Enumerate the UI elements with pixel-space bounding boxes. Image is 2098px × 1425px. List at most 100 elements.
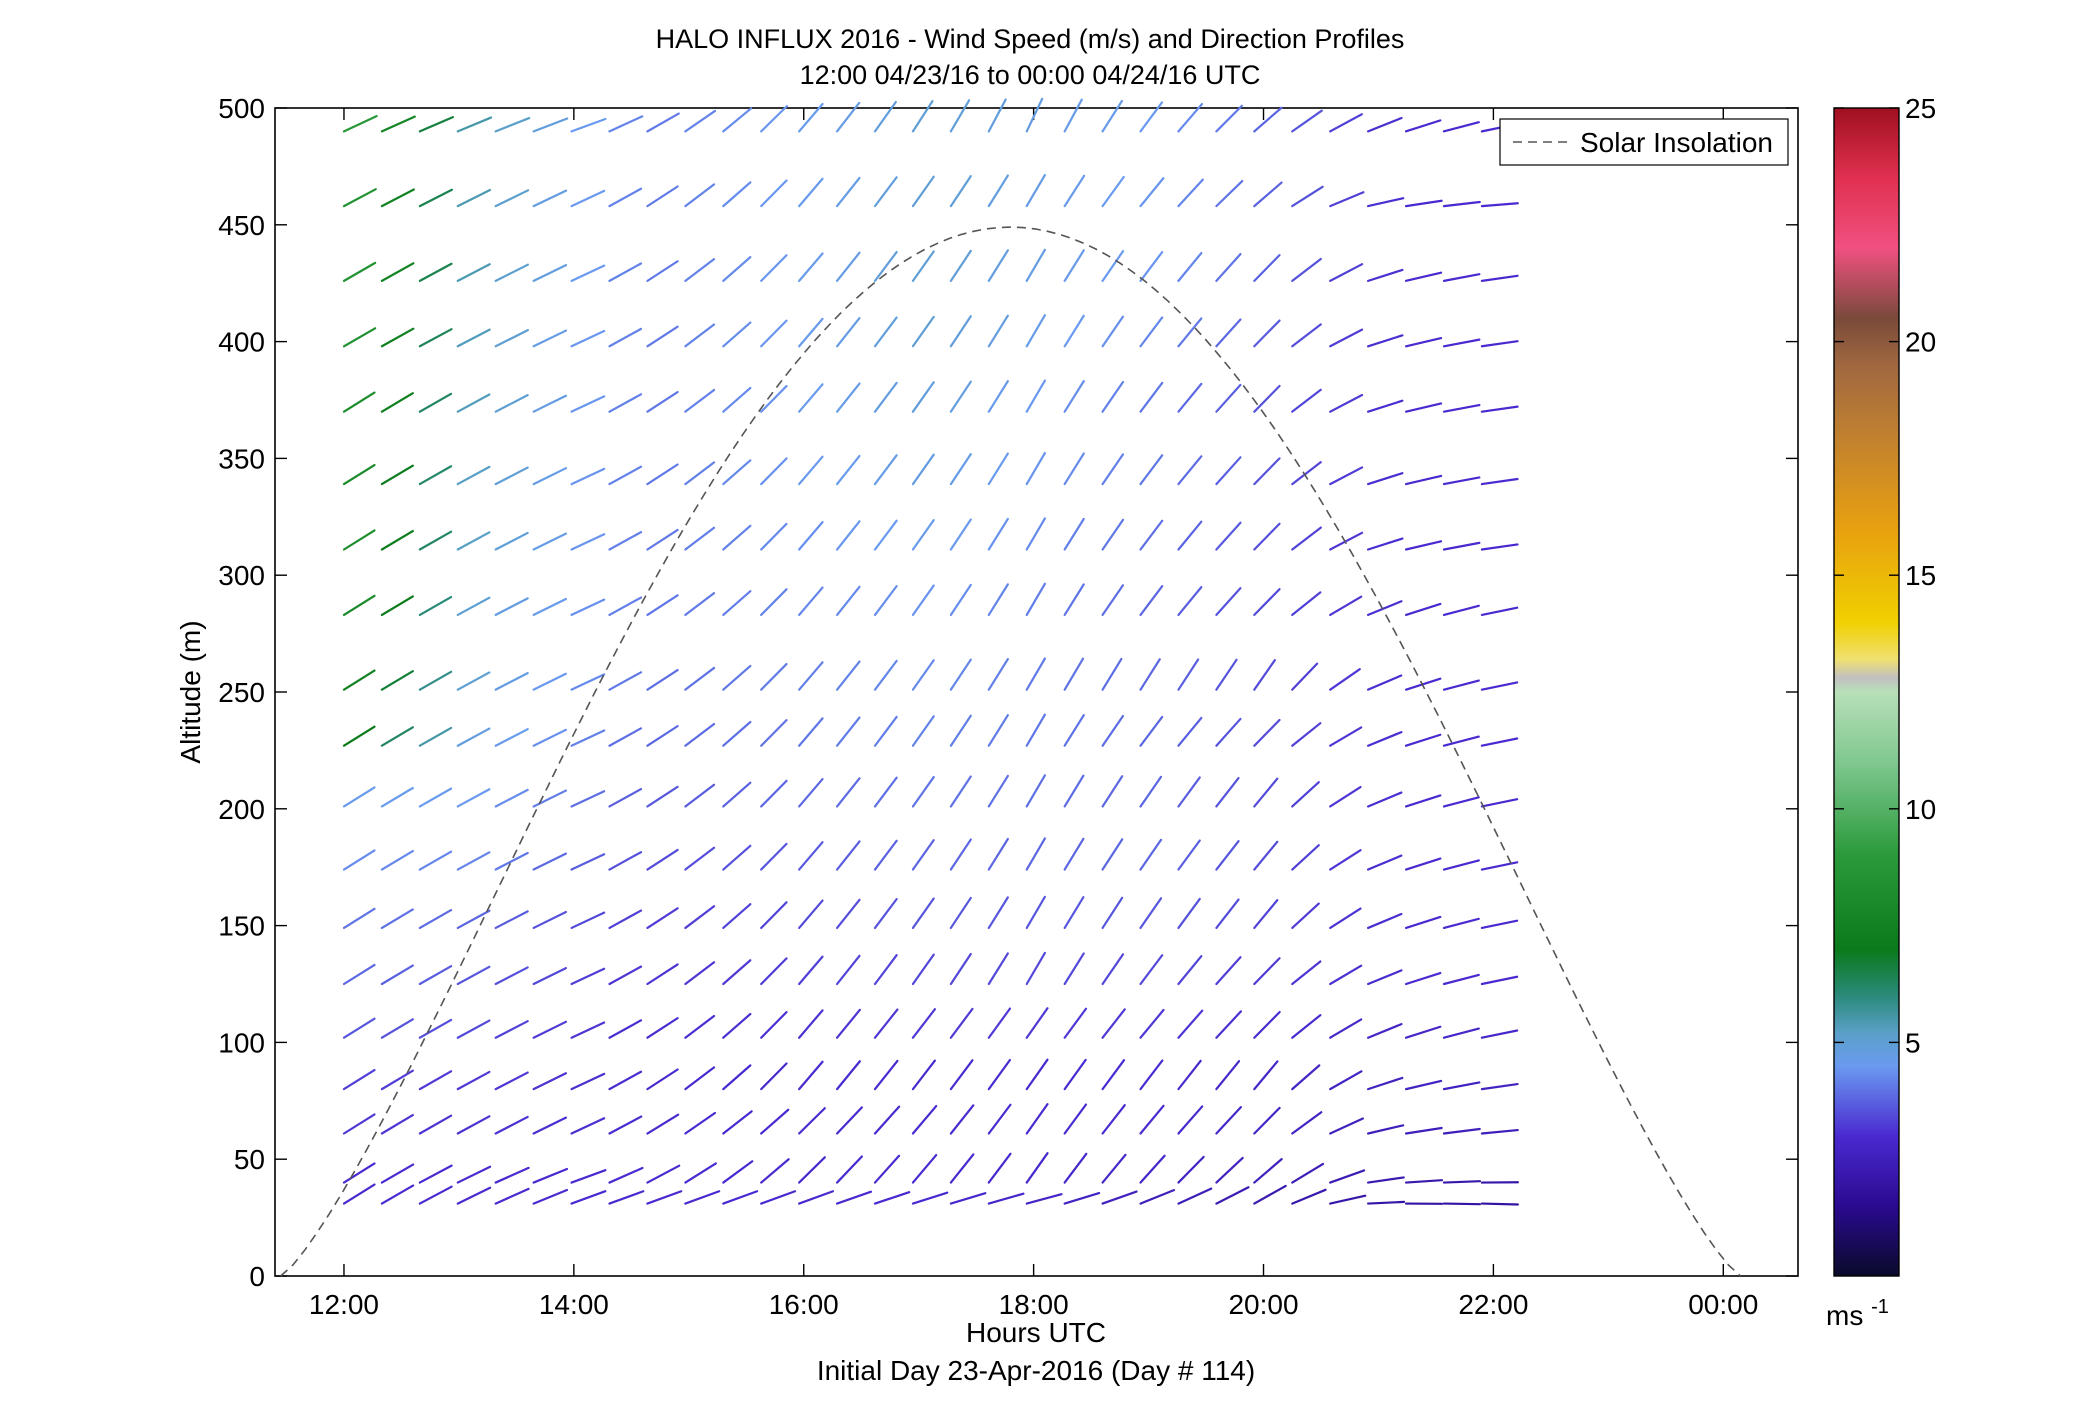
wind-vector: [1480, 1202, 1519, 1206]
wind-vector: [608, 1166, 644, 1184]
wind-vector: [456, 188, 492, 208]
wind-vector: [1404, 199, 1443, 208]
wind-vector: [1215, 1186, 1250, 1205]
wind-vector: [1215, 840, 1240, 871]
wind-vector: [1215, 658, 1238, 691]
wind-vector: [608, 115, 644, 133]
wind-vector: [1404, 794, 1442, 808]
wind-vector: [798, 1107, 826, 1135]
wind-vector: [456, 965, 491, 986]
wind-vector: [418, 328, 453, 348]
wind-vector: [987, 1007, 1012, 1039]
wind-vector: [835, 954, 861, 986]
wind-vector: [418, 530, 453, 551]
wind-vector: [1442, 273, 1481, 282]
wind-vector: [456, 1186, 492, 1205]
colorbar-unit-base: ms: [1826, 1300, 1863, 1331]
wind-vector: [1442, 121, 1480, 133]
wind-vector: [646, 112, 680, 133]
wind-vector: [987, 314, 1009, 348]
wind-vector: [911, 519, 935, 551]
wind-vector: [1367, 334, 1404, 348]
wind-vector: [1442, 1027, 1480, 1039]
wind-vector: [1139, 381, 1164, 413]
wind-vector: [570, 189, 606, 208]
wind-vector: [646, 260, 679, 282]
wind-vector: [1025, 713, 1046, 747]
wind-vector: [456, 1115, 491, 1135]
wind-vector: [949, 952, 972, 986]
wind-vector: [684, 1190, 721, 1205]
wind-vector: [532, 852, 568, 871]
wind-vector: [494, 1187, 530, 1205]
wind-vector: [418, 726, 453, 747]
wind-vector: [760, 522, 788, 551]
wind-vector: [1480, 919, 1519, 930]
wind-vector: [1291, 1162, 1325, 1184]
colorbar-tick-label: 25: [1905, 93, 1936, 124]
wind-vector: [684, 526, 716, 551]
wind-vector: [1253, 181, 1283, 208]
wind-vector: [342, 463, 376, 486]
colorbar-tick-label: 5: [1905, 1027, 1921, 1058]
wind-vector: [646, 668, 679, 691]
wind-vector: [949, 453, 972, 486]
wind-vector: [722, 256, 752, 282]
wind-vector: [1329, 785, 1362, 808]
wind-vector: [1025, 951, 1046, 986]
wind-vector: [1253, 899, 1279, 930]
y-tick-label: 450: [218, 210, 265, 241]
x-tick-label: 18:00: [999, 1289, 1069, 1320]
wind-vector: [684, 846, 716, 871]
wind-vector: [418, 1164, 453, 1184]
wind-vector: [418, 392, 453, 413]
wind-vector: [949, 658, 972, 691]
wind-vector: [1025, 314, 1046, 348]
x-tick-label: 12:00: [309, 1289, 379, 1320]
wind-vector: [1177, 586, 1203, 617]
wind-vector: [949, 1192, 987, 1205]
wind-vector: [1139, 101, 1164, 133]
wind-vector: [1101, 775, 1124, 808]
wind-vector: [1367, 197, 1405, 208]
wind-vector: [532, 672, 568, 691]
wind-vector: [342, 261, 377, 282]
wind-vector: [722, 321, 752, 348]
wind-vector: [1480, 274, 1519, 282]
x-axis-label-2: Initial Day 23-Apr-2016 (Day # 114): [817, 1355, 1255, 1386]
wind-vector: [1177, 455, 1203, 486]
wind-vector: [1367, 1124, 1405, 1135]
wind-vector: [835, 660, 861, 691]
wind-vector: [1442, 604, 1480, 617]
wind-vector: [760, 588, 788, 617]
wind-vector: [911, 584, 935, 617]
wind-vector: [1177, 1059, 1202, 1091]
wind-vector: [456, 328, 491, 348]
wind-vector: [760, 457, 788, 486]
wind-vector: [1063, 1007, 1088, 1039]
wind-vector: [380, 529, 414, 551]
wind-vector: [798, 317, 824, 348]
wind-vector: [1480, 681, 1519, 691]
wind-vector: [646, 907, 679, 930]
wind-vector: [532, 910, 568, 930]
wind-vector: [608, 787, 643, 808]
wind-vector: [722, 1064, 752, 1091]
wind-vector: [873, 839, 898, 871]
wind-vector: [1177, 955, 1203, 986]
wind-vector: [835, 1106, 863, 1135]
y-axis-label: Altitude (m): [175, 620, 206, 763]
wind-vector: [684, 258, 716, 282]
colorbar-unit: ms -1: [1826, 1296, 1889, 1331]
wind-vector: [342, 786, 376, 808]
wind-vector: [1215, 318, 1242, 348]
wind-vector: [608, 1190, 645, 1205]
wind-vector: [1329, 393, 1364, 413]
wind-vector: [1291, 257, 1322, 282]
wind-vector: [532, 394, 568, 413]
wind-vector: [911, 1059, 937, 1091]
wind-vector: [1442, 338, 1481, 348]
wind-vector: [1177, 251, 1203, 282]
wind-vector: [1101, 1153, 1127, 1184]
wind-vector: [1253, 1106, 1281, 1135]
